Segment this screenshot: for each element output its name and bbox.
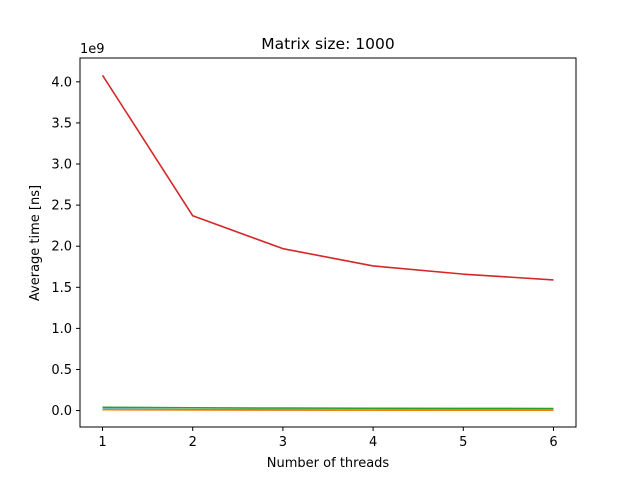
y-offset-label: 1e9 — [80, 42, 105, 57]
y-tick-label: 3.0 — [51, 158, 72, 173]
y-tick-label: 3.5 — [51, 116, 72, 131]
x-tick-label: 3 — [279, 435, 287, 450]
y-tick-label: 4.0 — [51, 75, 72, 90]
series-line-4 — [101, 74, 554, 281]
y-axis-ticks: 0.0 0.5 1.0 1.5 2.0 2.5 3.0 3.5 4.0 — [51, 75, 80, 419]
x-axis-ticks: 1 2 3 4 5 6 — [98, 427, 558, 450]
x-axis-label: Number of threads — [267, 456, 390, 471]
plot-frame — [79, 57, 577, 428]
y-tick-label: 1.0 — [51, 322, 72, 337]
x-tick-label: 2 — [189, 435, 197, 450]
y-tick-label: 2.0 — [51, 240, 72, 255]
y-tick-label: 2.5 — [51, 199, 72, 214]
y-tick-label: 0.0 — [51, 404, 72, 419]
plot-area — [79, 57, 577, 428]
y-tick-label: 0.5 — [51, 363, 72, 378]
x-tick-label: 1 — [98, 435, 106, 450]
x-tick-label: 4 — [369, 435, 377, 450]
x-tick-label: 6 — [549, 435, 557, 450]
series-line-3 — [102, 406, 554, 410]
y-tick-label: 1.5 — [51, 281, 72, 296]
chart-title: Matrix size: 1000 — [261, 35, 394, 53]
y-axis-label: Average time [ns] — [28, 185, 43, 301]
x-tick-label: 5 — [459, 435, 467, 450]
